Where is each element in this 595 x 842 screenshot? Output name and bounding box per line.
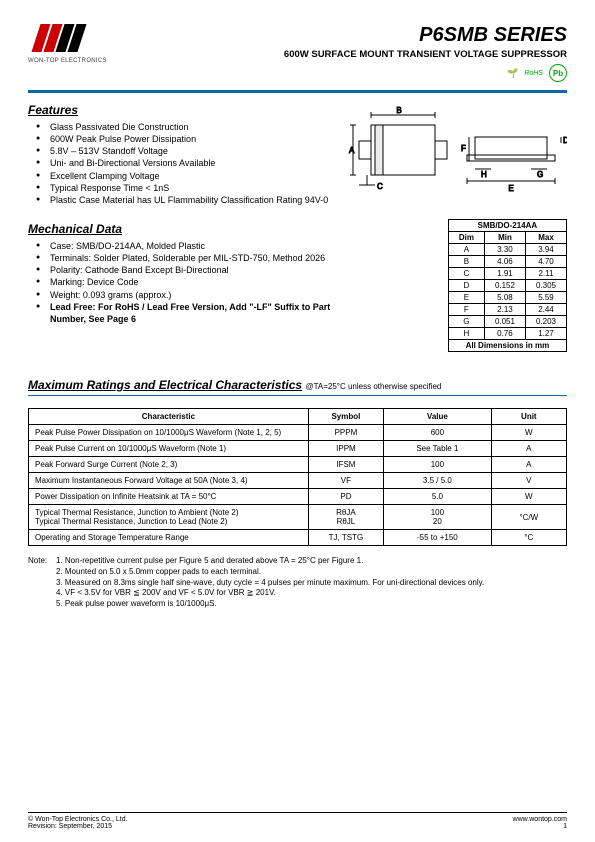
svg-text:E: E — [508, 184, 513, 193]
mechanical-item: Polarity: Cathode Band Except Bi-Directi… — [40, 264, 333, 276]
dimensions-table: SMB/DO-214AA Dim Min Max A3.303.94 B4.06… — [448, 219, 567, 352]
svg-text:A: A — [349, 146, 355, 155]
header-rule — [28, 90, 567, 93]
footer-url: www.wontop.com — [513, 816, 567, 823]
dim-caption: SMB/DO-214AA — [448, 220, 566, 232]
page-footer: © Won-Top Electronics Co., Ltd. Revision… — [28, 812, 567, 830]
dim-h: Dim — [448, 232, 484, 244]
page-subtitle: 600W SURFACE MOUNT TRANSIENT VOLTAGE SUP… — [284, 49, 567, 60]
svg-text:G: G — [537, 170, 543, 179]
brand-logo: WON-TOP ELECTRONICS — [28, 24, 107, 64]
brand-name: WON-TOP ELECTRONICS — [28, 58, 107, 64]
copyright: © Won-Top Electronics Co., Ltd. — [28, 816, 128, 823]
feature-item: Excellent Clamping Voltage — [40, 170, 333, 182]
ratings-heading: Maximum Ratings and Electrical Character… — [28, 378, 567, 392]
feature-item: Plastic Case Material has UL Flammabilit… — [40, 194, 333, 206]
logo-mark — [28, 24, 84, 56]
feature-item: Uni- and Bi-Directional Versions Availab… — [40, 157, 333, 169]
rohs-label: RoHS — [524, 70, 543, 77]
mechanical-list: Case: SMB/DO-214AA, Molded Plastic Termi… — [28, 240, 333, 325]
feature-item: 5.8V – 513V Standoff Voltage — [40, 145, 333, 157]
mechanical-item: Weight: 0.093 grams (approx.) — [40, 289, 333, 301]
revision: Revision: September, 2015 — [28, 823, 128, 830]
feature-item: 600W Peak Pulse Power Dissipation — [40, 133, 333, 145]
svg-text:C: C — [377, 182, 383, 191]
ratings-table: Characteristic Symbol Value Unit Peak Pu… — [28, 408, 567, 546]
notes-block: Note:1. Non-repetitive current pulse per… — [28, 556, 567, 610]
svg-text:B: B — [396, 106, 401, 115]
page-number: 1 — [513, 823, 567, 830]
package-diagram: B A C D F E H G — [347, 103, 567, 213]
svg-text:D: D — [563, 136, 567, 145]
mechanical-item: Terminals: Solder Plated, Solderable per… — [40, 252, 333, 264]
page-title: P6SMB SERIES — [284, 24, 567, 47]
features-list: Glass Passivated Die Construction 600W P… — [28, 121, 333, 206]
pb-badge: Pb — [549, 64, 567, 82]
mechanical-item: Case: SMB/DO-214AA, Molded Plastic — [40, 240, 333, 252]
feature-item: Glass Passivated Die Construction — [40, 121, 333, 133]
mechanical-item: Lead Free: For RoHS / Lead Free Version,… — [40, 301, 333, 325]
dim-footer: All Dimensions in mm — [448, 340, 566, 352]
dim-h: Max — [525, 232, 566, 244]
dim-h: Min — [484, 232, 525, 244]
feature-item: Typical Response Time < 1nS — [40, 182, 333, 194]
mechanical-heading: Mechanical Data — [28, 222, 333, 236]
mechanical-item: Marking: Device Code — [40, 276, 333, 288]
ratings-rule — [28, 395, 567, 396]
svg-text:F: F — [461, 144, 466, 153]
rohs-icon: 🌱 — [507, 68, 518, 79]
svg-text:H: H — [481, 170, 487, 179]
features-heading: Features — [28, 103, 333, 117]
